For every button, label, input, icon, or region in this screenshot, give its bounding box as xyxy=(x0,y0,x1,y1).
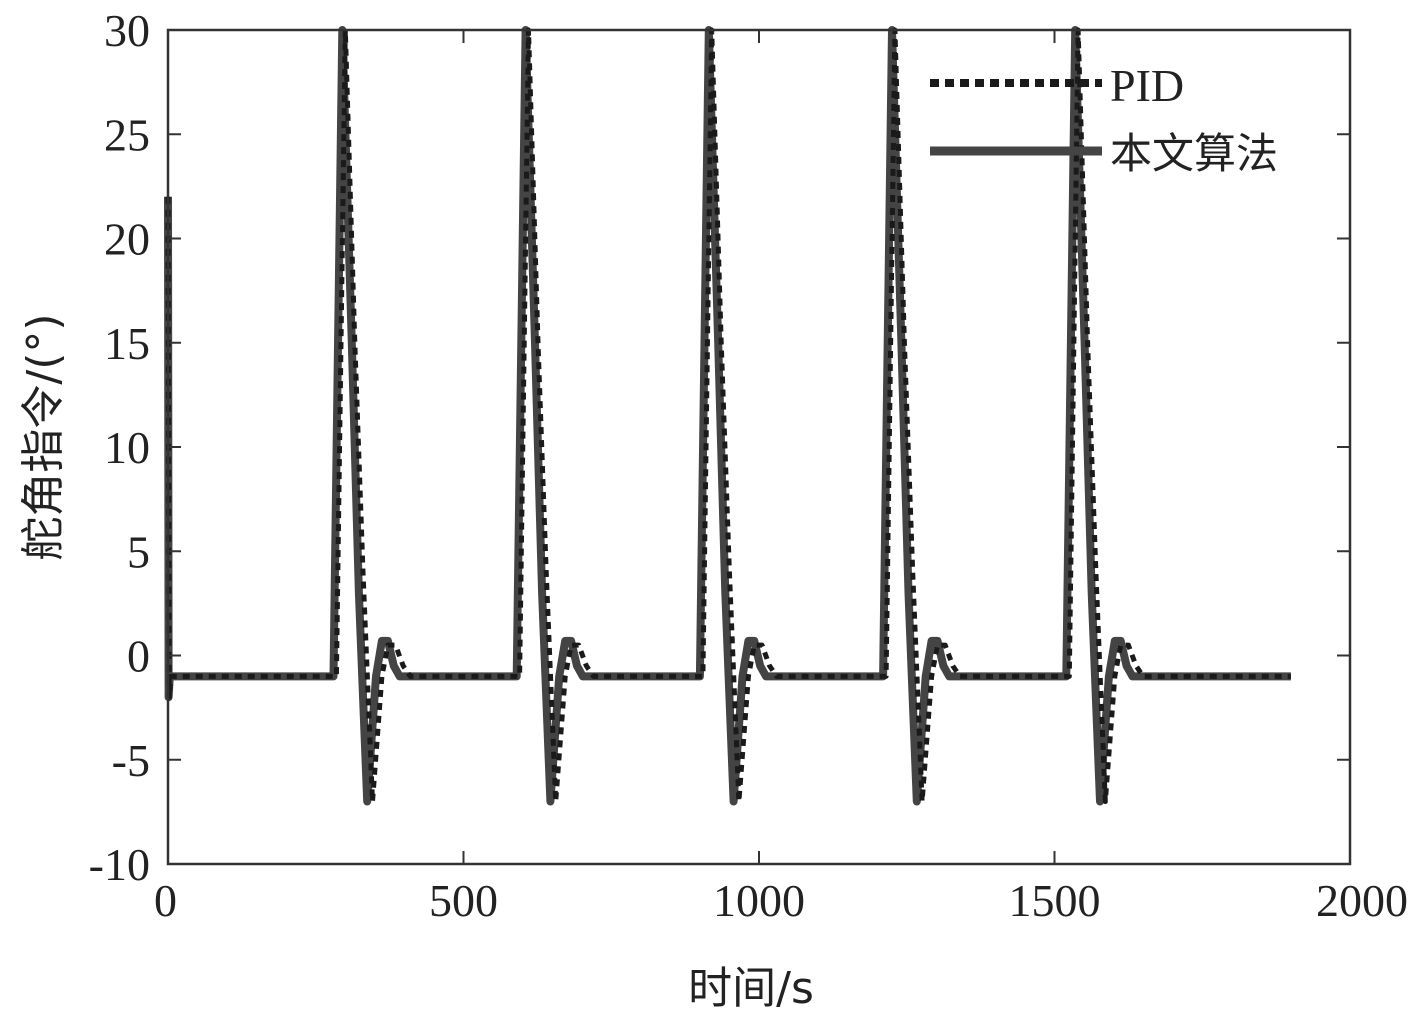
y-tick-label: 0 xyxy=(127,631,150,682)
y-tick-label: 25 xyxy=(104,109,150,160)
y-axis-label: 舵角指令/(°) xyxy=(18,313,69,560)
legend-proposed-label: 本文算法 xyxy=(1110,129,1278,178)
y-tick-label: 20 xyxy=(104,214,150,265)
x-tick-labels: 0 500 1000 1500 2000 xyxy=(154,875,1408,926)
x-tick-label: 1500 xyxy=(1009,875,1101,926)
x-tick-label: 500 xyxy=(429,875,498,926)
x-tick-label: 2000 xyxy=(1316,875,1408,926)
plot-frame xyxy=(166,28,1352,866)
y-tick-label: 15 xyxy=(104,318,150,369)
x-tick-label: 1000 xyxy=(713,875,805,926)
legend: PID 本文算法 xyxy=(930,60,1278,178)
y-tick-label: 10 xyxy=(104,422,150,473)
y-tick-label: 30 xyxy=(104,5,150,56)
y-tick-label: -10 xyxy=(89,839,150,890)
x-tick-label: 0 xyxy=(154,875,177,926)
y-tick-label: 5 xyxy=(127,526,150,577)
legend-pid-label: PID xyxy=(1110,60,1184,111)
x-axis-label: 时间/s xyxy=(688,963,814,1014)
y-tick-label: -5 xyxy=(112,735,150,786)
y-tick-labels: -10 -5 0 5 10 15 20 25 30 xyxy=(89,5,150,890)
